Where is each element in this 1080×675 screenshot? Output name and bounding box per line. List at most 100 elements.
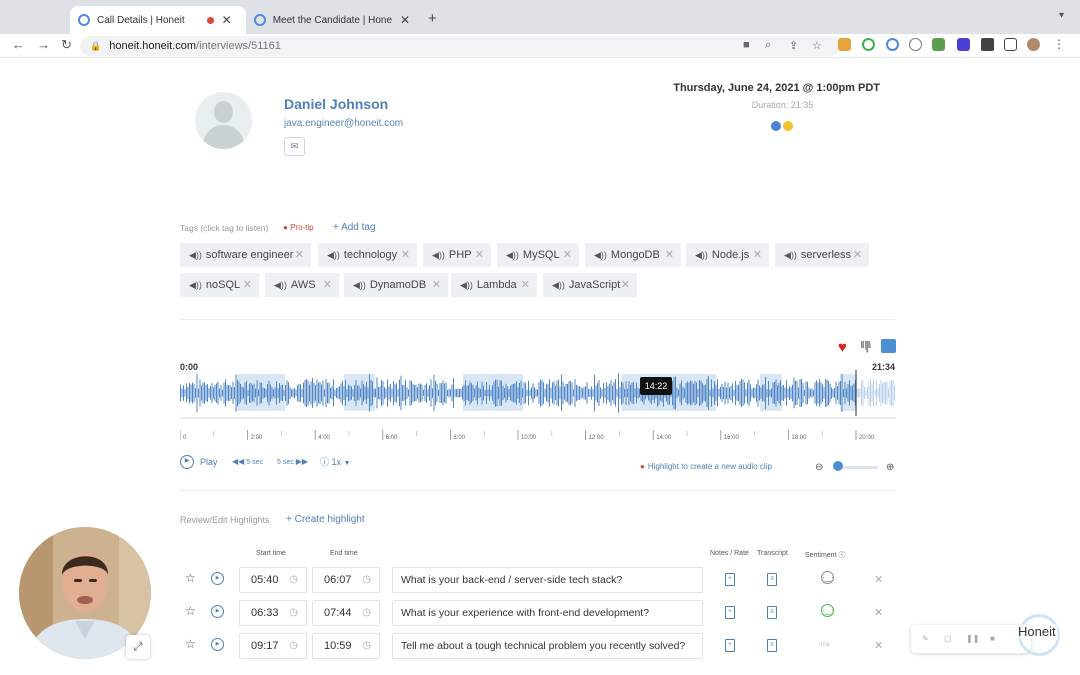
rewind-5-sec-button[interactable]: ◀◀ 5 sec [232,457,263,466]
highlight-question-field[interactable]: What is your back-end / server-side tech… [392,567,703,593]
tab-meet-the-candidate[interactable]: Meet the Candidate | Honeit S ✕ [246,6,418,34]
remove-tag-icon[interactable]: ✕ [520,279,530,291]
back-arrow-icon[interactable]: ← [12,37,25,52]
play-highlight-icon[interactable]: ▶ [211,638,224,651]
candidate-email[interactable]: java.engineer@honeit.com [284,118,404,129]
delete-highlight-icon[interactable]: ✕ [874,607,884,619]
play-button[interactable]: ▶ Play [180,455,218,469]
tag-serverless[interactable]: ◀)) serverless ✕ [775,243,869,267]
browser-menu-icon[interactable]: ⋮ [1053,37,1065,51]
side-panel-icon[interactable] [1004,38,1017,51]
new-tab-icon[interactable]: + [428,10,437,27]
star-icon[interactable]: ☆ [185,571,196,585]
forward-arrow-icon[interactable]: → [37,37,50,52]
close-tab-icon[interactable]: ✕ [221,13,232,27]
extension-honeit-icon[interactable] [886,38,899,51]
play-highlight-icon[interactable]: ▶ [211,572,224,585]
thumbs-down-icon[interactable] [859,340,873,354]
transcript-doc-icon[interactable]: ≡ [767,573,777,586]
highlight-question-field[interactable]: Tell me about a tough technical problem … [392,633,703,659]
extension-chat-icon[interactable] [862,38,875,51]
start-time-field[interactable]: 06:33 ◷ [239,600,307,626]
remove-tag-icon[interactable]: ✕ [620,279,630,291]
remove-tag-icon[interactable]: ✕ [322,279,332,291]
tag-lambda[interactable]: ◀)) Lambda ✕ [451,273,537,297]
tag-aws[interactable]: ◀)) AWS ✕ [265,273,339,297]
tag-software-engineer[interactable]: ◀)) software engineer ✕ [180,243,311,267]
tag-mysql[interactable]: ◀)) MySQL ✕ [497,243,579,267]
expand-video-icon[interactable]: ⤢ [126,635,150,659]
remove-tag-icon[interactable]: ✕ [294,249,304,261]
end-time-field[interactable]: 07:44 ◷ [312,600,380,626]
notes-doc-icon[interactable]: + [725,573,735,586]
tab-search-chevron-icon[interactable]: ▾ [1058,10,1064,21]
playback-speed-select[interactable]: ⓘ 1x ▼ [320,457,351,467]
camera-icon[interactable]: ■ [743,39,750,51]
tag-mongodb[interactable]: ◀)) MongoDB ✕ [585,243,681,267]
extension-timer-icon[interactable] [909,38,922,51]
extension-icon[interactable] [838,38,851,51]
add-tag-button[interactable]: + Add tag [333,222,376,233]
remove-tag-icon[interactable]: ✕ [664,249,674,261]
stop-icon[interactable]: ■ [990,634,995,643]
comment-icon[interactable] [881,339,896,353]
end-time-field[interactable]: 10:59 ◷ [312,633,380,659]
webcam-video-bubble[interactable] [19,527,151,659]
notes-doc-icon[interactable]: + [725,639,735,652]
transcript-doc-icon[interactable]: ≡ [767,606,777,619]
zoom-slider[interactable] [836,466,878,469]
profile-avatar-icon[interactable] [1027,38,1040,51]
remove-tag-icon[interactable]: ✕ [242,279,252,291]
forward-5-sec-button[interactable]: 5 sec ▶▶ [277,457,308,466]
star-icon[interactable]: ☆ [185,604,196,618]
start-time-field[interactable]: 05:40 ◷ [239,567,307,593]
tag-dynamodb[interactable]: ◀)) DynamoDB ✕ [344,273,448,297]
neutral-face-icon[interactable]: ·‿· [821,571,834,584]
transcript-doc-icon[interactable]: ≡ [767,639,777,652]
extensions-puzzle-icon[interactable] [981,38,994,51]
comment-tool-icon[interactable]: ▢ [944,634,952,643]
remove-tag-icon[interactable]: ✕ [400,249,410,261]
tag-technology[interactable]: ◀)) technology ✕ [318,243,417,267]
audio-timeline[interactable]: 0 2:00 4:00 6:00 8:00 10:00 12:00 14:00 16:00 18:… [180,416,895,446]
create-highlight-button[interactable]: + Create highlight [286,514,365,525]
audio-waveform[interactable] [180,370,895,416]
extension-rec-icon[interactable] [932,38,945,51]
zoom-out-icon[interactable]: ⊖ [815,462,824,473]
star-icon[interactable]: ☆ [185,637,196,651]
remove-tag-icon[interactable]: ✕ [431,279,441,291]
end-time-field[interactable]: 06:07 ◷ [312,567,380,593]
remove-tag-icon[interactable]: ✕ [562,249,572,261]
url-bar[interactable]: 🔒 honeit.honeit.com/interviews/51161 [80,36,840,56]
share-icon[interactable]: ⇪ [789,40,799,52]
play-highlight-icon[interactable]: ▶ [211,605,224,618]
zoom-in-icon[interactable]: ⊕ [886,462,895,473]
tab-call-details[interactable]: Call Details | Honeit ✕ [70,6,246,34]
pro-tip-link[interactable]: ● Pro-tip [283,223,314,232]
delete-highlight-icon[interactable]: ✕ [874,640,884,652]
candidate-name[interactable]: Daniel Johnson [284,96,389,112]
zoom-slider-handle[interactable] [833,461,843,471]
send-email-button[interactable]: ✉ [284,137,305,156]
highlight-question-field[interactable]: What is your experience with front-end d… [392,600,703,626]
remove-tag-icon[interactable]: ✕ [474,249,484,261]
smile-face-icon[interactable]: ·‿· [821,604,834,617]
notes-doc-icon[interactable]: + [725,606,735,619]
start-time-field[interactable]: 09:17 ◷ [239,633,307,659]
zoom-search-icon[interactable]: ⌕ [765,39,772,51]
reload-icon[interactable]: ↻ [61,37,72,52]
extension-purple-icon[interactable] [957,38,970,51]
bookmark-star-icon[interactable]: ☆ [812,40,822,52]
close-tab-icon[interactable]: ✕ [399,13,410,27]
help-icon[interactable]: ⓘ [838,552,846,559]
delete-highlight-icon[interactable]: ✕ [874,574,884,586]
pen-icon[interactable]: ✎ [922,634,929,643]
tag-javascript[interactable]: ◀)) JavaScript ✕ [543,273,637,297]
remove-tag-icon[interactable]: ✕ [752,249,762,261]
heart-icon[interactable]: ♥ [838,339,847,356]
remove-tag-icon[interactable]: ✕ [852,249,862,261]
tag-nodejs[interactable]: ◀)) Node.js ✕ [686,243,769,267]
pause-icon[interactable]: ❚❚ [966,634,980,643]
tag-nosql[interactable]: ◀)) noSQL ✕ [180,273,259,297]
tag-php[interactable]: ◀)) PHP ✕ [423,243,491,267]
